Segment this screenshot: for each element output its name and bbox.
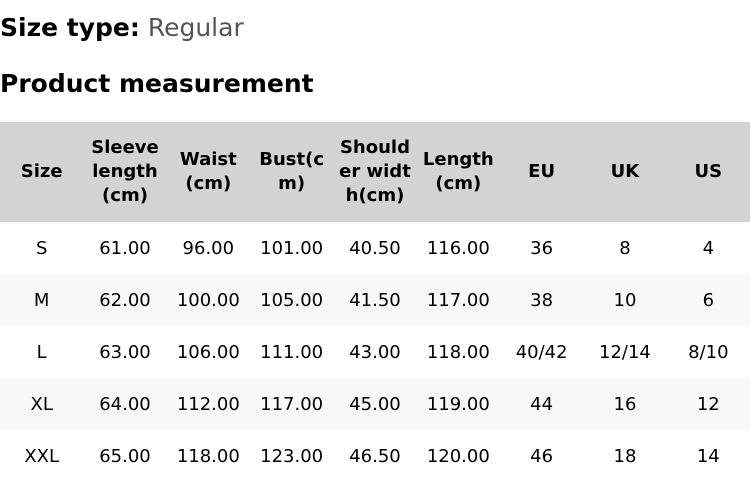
- table-cell: 4: [702, 237, 715, 259]
- table-cell: 16: [583, 378, 667, 430]
- table-cell: 18: [613, 445, 637, 467]
- size-type-value: Regular: [147, 13, 244, 42]
- table-cell: 117.00: [416, 274, 500, 326]
- table-cell: 106.00: [176, 341, 240, 363]
- table-cell: 100.00: [166, 274, 250, 326]
- table-cell: 116.00: [426, 237, 490, 259]
- column-header: Bust(cm): [249, 122, 334, 222]
- table-cell: 118.00: [426, 341, 490, 363]
- table-cell: 123.00: [260, 445, 324, 467]
- table-cell: 44: [499, 378, 584, 430]
- table-cell: 111.00: [260, 341, 324, 363]
- table-cell: 112.00: [166, 378, 250, 430]
- size-type-label: Size type:: [0, 13, 140, 42]
- table-row: S 61.00 96.00 101.00 40.50 116.00 36 8 4: [0, 222, 750, 274]
- table-cell: 45.00: [333, 378, 417, 430]
- table-cell: L: [36, 341, 47, 363]
- column-header: US: [666, 122, 750, 222]
- table-cell: 63.00: [99, 341, 151, 363]
- section-title: Product measurement: [0, 69, 314, 98]
- table-cell: S: [35, 237, 48, 259]
- column-header: UK: [583, 122, 667, 222]
- table-cell: 12: [666, 378, 750, 430]
- table-cell: XL: [0, 378, 84, 430]
- table-cell: 8: [619, 237, 631, 259]
- table-cell: 38: [499, 274, 584, 326]
- table-cell: M: [0, 274, 84, 326]
- table-cell: 14: [696, 445, 720, 467]
- column-header: Shoulder width(cm): [333, 122, 417, 222]
- table-cell: 40/42: [515, 341, 568, 363]
- table-cell: 96.00: [182, 237, 235, 259]
- table-header-row: Size Sleeve length (cm) Waist(cm) Bust(cm) S…: [0, 122, 750, 222]
- table-cell: 61.00: [99, 237, 151, 259]
- table-cell: 12/14: [599, 341, 651, 363]
- table-row: XXL 65.00 118.00 123.00 46.50 120.00 46 18 14: [0, 430, 750, 482]
- column-header: Length (cm): [416, 122, 500, 222]
- measurement-table: Size Sleeve length (cm) Waist(cm) Bust(cm) S…: [0, 122, 750, 482]
- column-header: Sleeve length (cm): [83, 122, 167, 222]
- table-cell: 65.00: [99, 445, 151, 467]
- table-cell: 6: [666, 274, 750, 326]
- table-cell: 120.00: [426, 445, 490, 467]
- table-cell: 36: [530, 237, 554, 259]
- table-cell: 117.00: [249, 378, 334, 430]
- table-row: XL 64.00 112.00 117.00 45.00 119.00 44 16 12: [0, 378, 750, 430]
- table-cell: 46: [530, 445, 554, 467]
- table-cell: 101.00: [260, 237, 324, 259]
- table-cell: 10: [583, 274, 667, 326]
- table-cell: 119.00: [416, 378, 500, 430]
- column-header: Waist(cm): [166, 122, 250, 222]
- table-cell: 46.50: [349, 445, 401, 467]
- table-row: M 62.00 100.00 105.00 41.50 117.00 38 10 6: [0, 274, 750, 326]
- column-header: EU: [499, 122, 584, 222]
- table-cell: 118.00: [176, 445, 240, 467]
- table-cell: 105.00: [249, 274, 334, 326]
- table-cell: 41.50: [333, 274, 417, 326]
- table-row: L 63.00 106.00 111.00 43.00 118.00 40/42 12/14 8…: [0, 326, 750, 378]
- table-cell: 43.00: [349, 341, 401, 363]
- table-cell: 8/10: [688, 341, 729, 363]
- table-cell: 64.00: [83, 378, 167, 430]
- table-cell: 62.00: [83, 274, 167, 326]
- table-cell: 40.50: [349, 237, 401, 259]
- column-header: Size: [0, 122, 84, 222]
- size-type: Size type: Regular: [0, 12, 244, 44]
- table-cell: XXL: [24, 445, 60, 467]
